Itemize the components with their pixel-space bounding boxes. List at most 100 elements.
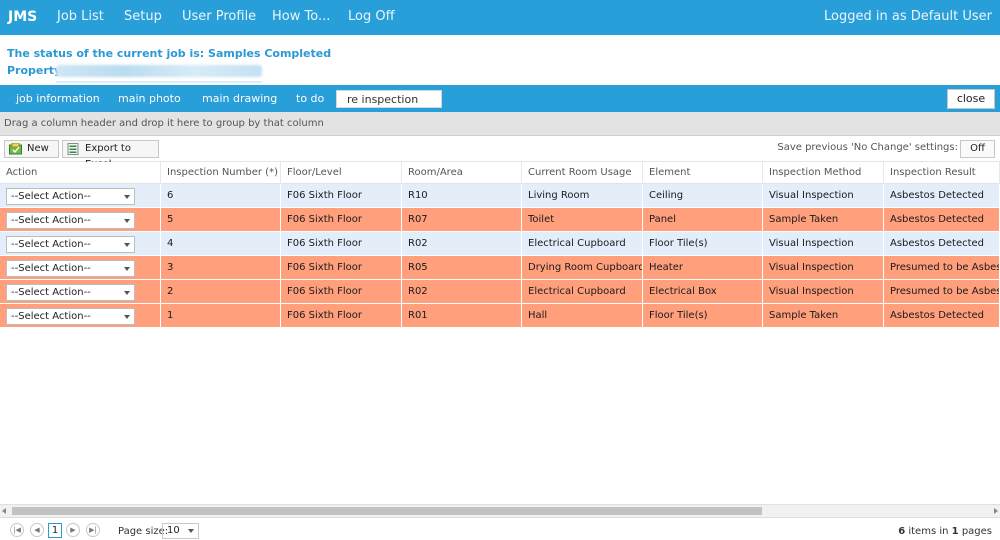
cell-room-area: R02 [402,232,522,256]
logged-in-user: Logged in as Default User [824,9,992,24]
tab-job-information[interactable]: job information [16,92,100,105]
grid-pager: |◀ ◀ 1 ▶ ▶| Page size: 10 6 items in 1 p… [0,517,1000,540]
job-status-text: The status of the current job is: Sample… [7,47,332,60]
group-by-panel[interactable]: Drag a column header and drop it here to… [0,112,1000,136]
first-page-icon[interactable]: |◀ [10,523,24,537]
col-header-floor-level[interactable]: Floor/Level [281,162,402,184]
cell-room-area: R01 [402,304,522,328]
cell-inspection-method: Sample Taken [763,304,884,328]
chevron-down-icon [124,243,130,247]
table-row[interactable]: --Select Action-- 6 F06 Sixth Floor R10 … [0,184,1000,208]
cell-element: Heater [643,256,763,280]
cell-floor-level: F06 Sixth Floor [281,304,402,328]
col-header-action[interactable]: Action [0,162,161,184]
property-underline [56,81,262,83]
col-header-room-usage[interactable]: Current Room Usage [522,162,643,184]
select-action-dropdown[interactable]: --Select Action-- [6,212,135,229]
last-page-icon[interactable]: ▶| [86,523,100,537]
nav-log-off[interactable]: Log Off [348,9,395,24]
cell-inspection-number: 2 [161,280,281,304]
tab-main-drawing[interactable]: main drawing [202,92,278,105]
cell-inspection-result: Asbestos Detected [884,208,1000,232]
cell-element: Floor Tile(s) [643,304,763,328]
top-navbar: JMS Job List Setup User Profile How To..… [0,0,1000,35]
nav-how-to[interactable]: How To... [272,9,331,24]
col-header-element[interactable]: Element [643,162,763,184]
col-header-inspection-result[interactable]: Inspection Result [884,162,1000,184]
cell-inspection-method: Visual Inspection [763,184,884,208]
cell-floor-level: F06 Sixth Floor [281,256,402,280]
table-row[interactable]: --Select Action-- 5 F06 Sixth Floor R07 … [0,208,1000,232]
cell-element: Ceiling [643,184,763,208]
cell-element: Electrical Box [643,280,763,304]
cell-room-area: R10 [402,184,522,208]
select-action-dropdown[interactable]: --Select Action-- [6,308,135,325]
no-change-settings-label: Save previous 'No Change' settings: [777,142,958,153]
chevron-down-icon [124,291,130,295]
new-button[interactable]: New [4,140,59,158]
chevron-down-icon [188,529,194,533]
no-change-toggle[interactable]: Off [960,140,995,158]
chevron-down-icon [124,315,130,319]
cell-inspection-number: 4 [161,232,281,256]
cell-floor-level: F06 Sixth Floor [281,208,402,232]
prev-page-icon[interactable]: ◀ [30,523,44,537]
table-row[interactable]: --Select Action-- 3 F06 Sixth Floor R05 … [0,256,1000,280]
scroll-right-icon[interactable] [994,508,998,514]
tab-re-inspection-list[interactable]: re inspection list [336,90,442,124]
cell-inspection-method: Sample Taken [763,208,884,232]
cell-inspection-result: Asbestos Detected [884,232,1000,256]
cell-inspection-number: 5 [161,208,281,232]
col-header-inspection-method[interactable]: Inspection Method [763,162,884,184]
table-row[interactable]: --Select Action-- 2 F06 Sixth Floor R02 … [0,280,1000,304]
tab-main-photo[interactable]: main photo [118,92,181,105]
grid-header-row: Action Inspection Number (*) Floor/Level… [0,162,1000,184]
scroll-left-icon[interactable] [2,508,6,514]
next-page-icon[interactable]: ▶ [66,523,80,537]
cell-inspection-method: Visual Inspection [763,256,884,280]
cell-room-usage: Toilet [522,208,643,232]
chevron-down-icon [124,267,130,271]
nav-user-profile[interactable]: User Profile [182,9,257,24]
cell-inspection-method: Visual Inspection [763,232,884,256]
cell-room-area: R07 [402,208,522,232]
job-status-panel: The status of the current job is: Sample… [0,35,1000,85]
close-button[interactable]: close [947,89,995,109]
property-value-redacted [56,65,262,77]
cell-room-usage: Electrical Cupboard [522,280,643,304]
cell-floor-level: F06 Sixth Floor [281,232,402,256]
cell-inspection-number: 3 [161,256,281,280]
tab-to-do[interactable]: to do [296,92,325,105]
col-header-room-area[interactable]: Room/Area [402,162,522,184]
cell-inspection-number: 1 [161,304,281,328]
brand-logo[interactable]: JMS [8,9,38,25]
cell-inspection-result: Presumed to be Asbestos [884,280,1000,304]
scrollbar-thumb[interactable] [12,507,762,515]
table-row[interactable]: --Select Action-- 4 F06 Sixth Floor R02 … [0,232,1000,256]
select-action-dropdown[interactable]: --Select Action-- [6,284,135,301]
page-size-label: Page size: [118,526,169,537]
cell-element: Floor Tile(s) [643,232,763,256]
select-action-dropdown[interactable]: --Select Action-- [6,236,135,253]
property-label: Property: [7,64,66,77]
new-button-label: New [27,143,49,154]
page-size-dropdown[interactable]: 10 [162,523,199,539]
current-page-button[interactable]: 1 [48,523,62,538]
table-row[interactable]: --Select Action-- 1 F06 Sixth Floor R01 … [0,304,1000,328]
export-excel-button[interactable]: Export to Excel [62,140,159,170]
cell-room-area: R05 [402,256,522,280]
select-action-dropdown[interactable]: --Select Action-- [6,260,135,277]
horizontal-scrollbar[interactable] [0,504,1000,517]
col-header-inspection-number[interactable]: Inspection Number (*) [161,162,281,184]
grid-toolbar: New Export to Excel Save previous 'No Ch… [0,136,1000,170]
cell-element: Panel [643,208,763,232]
cell-room-area: R02 [402,280,522,304]
cell-room-usage: Hall [522,304,643,328]
nav-setup[interactable]: Setup [124,9,162,24]
select-action-dropdown[interactable]: --Select Action-- [6,188,135,205]
cell-floor-level: F06 Sixth Floor [281,184,402,208]
chevron-down-icon [124,219,130,223]
cell-floor-level: F06 Sixth Floor [281,280,402,304]
nav-job-list[interactable]: Job List [57,9,104,24]
tab-bar: job information main photo main drawing … [0,85,1000,124]
